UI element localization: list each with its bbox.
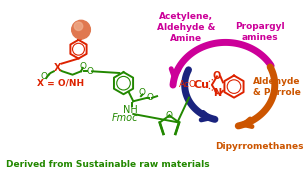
- Text: Propargyl
amines: Propargyl amines: [235, 22, 284, 42]
- Text: Dipyrromethanes: Dipyrromethanes: [215, 142, 304, 151]
- Text: Cu: Cu: [194, 80, 210, 90]
- Text: X = O/NH: X = O/NH: [37, 79, 84, 88]
- Text: Aldehyde
& Pyrrole: Aldehyde & Pyrrole: [252, 77, 300, 97]
- Text: Fmoc: Fmoc: [112, 113, 138, 123]
- Text: O: O: [213, 71, 221, 81]
- Text: X: X: [54, 63, 61, 73]
- Text: Acetylene,
Aldehyde &
Amine: Acetylene, Aldehyde & Amine: [157, 12, 216, 43]
- Circle shape: [72, 20, 90, 39]
- Text: NH: NH: [122, 105, 137, 115]
- Text: N: N: [213, 88, 221, 98]
- Text: AcO: AcO: [179, 80, 197, 89]
- Circle shape: [74, 22, 83, 30]
- Text: O: O: [166, 111, 173, 120]
- Text: O: O: [138, 88, 145, 97]
- Text: O: O: [41, 72, 48, 81]
- Text: Derived from Sustainable raw materials: Derived from Sustainable raw materials: [6, 160, 210, 169]
- Text: O: O: [86, 67, 93, 76]
- Text: O: O: [79, 62, 86, 71]
- Text: O: O: [147, 93, 154, 102]
